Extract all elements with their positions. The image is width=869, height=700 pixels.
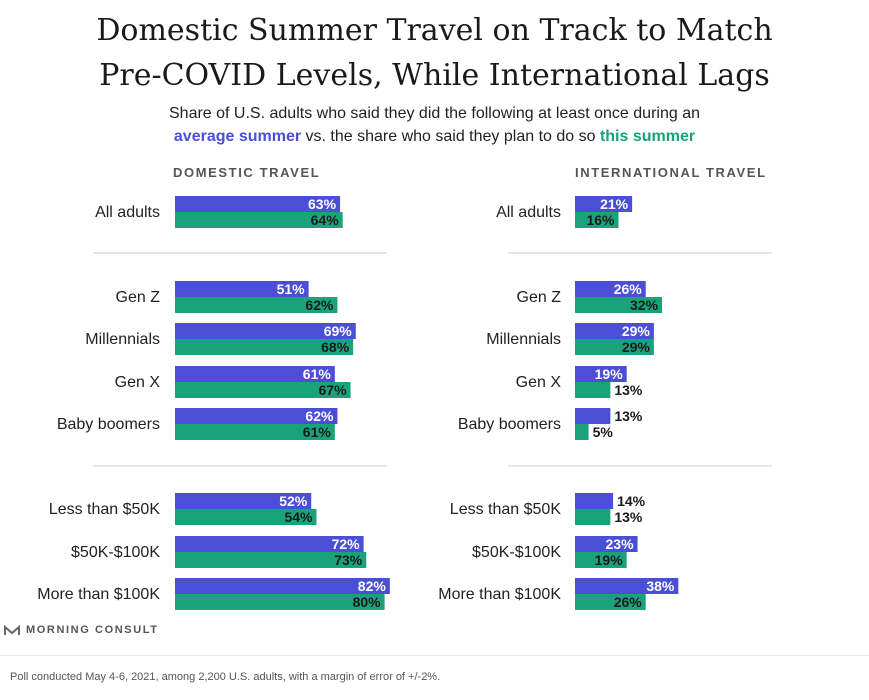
domestic-travel-value-label-this-summer-50k-100k: 73% [334,552,363,568]
domestic-travel-bar-average-summer-more-than-100k [175,578,390,594]
international-travel-value-label-average-summer-baby-boomers: 13% [614,408,643,424]
international-travel-bar-average-summer-more-than-100k [575,578,679,594]
chart-title: Domestic Summer Travel on Track to Match… [0,8,869,98]
domestic-travel-category-label-gen-z: Gen Z [116,289,161,306]
domestic-travel-value-label-average-summer-all-adults: 63% [308,196,337,212]
domestic-travel-value-label-this-summer-all-adults: 64% [311,212,340,228]
international-travel-bar-this-summer-more-than-100k [575,594,646,610]
legend-average-summer: average summer [173,128,302,145]
international-travel-value-label-average-summer-less-than-50k: 14% [617,493,646,509]
domestic-travel-category-label-more-than-100k: More than $100K [37,586,160,603]
chart-subtitle: Share of U.S. adults who said they did t… [0,102,869,148]
international-travel-bar-this-summer-millennials [575,339,654,355]
domestic-travel-bar-this-summer-more-than-100k [175,594,385,610]
domestic-travel-bar-average-summer-less-than-50k [175,493,312,509]
international-travel-value-label-this-summer-millennials: 29% [622,339,651,355]
domestic-travel-value-label-this-summer-gen-z: 62% [305,297,334,313]
international-travel-bar-average-summer-all-adults [575,196,633,212]
domestic-travel-category-label-baby-boomers: Baby boomers [57,416,160,433]
domestic-travel-value-label-this-summer-gen-x: 67% [319,382,348,398]
international-travel-bar-this-summer-baby-boomers [575,424,589,440]
international-travel-category-label-more-than-100k: More than $100K [438,586,561,603]
domestic-travel-value-label-average-summer-baby-boomers: 62% [305,408,334,424]
domestic-travel-value-label-this-summer-millennials: 68% [321,339,350,355]
international-travel-value-label-this-summer-all-adults: 16% [586,212,615,228]
international-travel-bar-this-summer-less-than-50k [575,509,611,525]
international-travel-bar-average-summer-baby-boomers [575,408,611,424]
domestic-travel-value-label-this-summer-more-than-100k: 80% [353,594,382,610]
domestic-travel-value-label-average-summer-less-than-50k: 52% [279,493,308,509]
international-travel-category-label-50k-100k: $50K-$100K [472,544,561,561]
international-travel-bar-this-summer-gen-x [575,382,611,398]
international-travel-value-label-average-summer-more-than-100k: 38% [646,578,675,594]
domestic-travel-header: DOMESTIC TRAVEL [173,165,320,180]
domestic-travel-bar-average-summer-all-adults [175,196,341,212]
international-travel-value-label-average-summer-50k-100k: 23% [606,536,635,552]
international-travel-category-label-gen-x: Gen X [516,374,562,391]
international-travel-value-label-average-summer-millennials: 29% [622,323,651,339]
international-travel-bar-average-summer-gen-z [575,281,646,297]
domestic-travel-category-label-50k-100k: $50K-$100K [71,544,160,561]
domestic-travel-category-label-less-than-50k: Less than $50K [49,501,161,518]
domestic-travel-bar-average-summer-gen-z [175,281,309,297]
domestic-travel-bar-this-summer-less-than-50k [175,509,317,525]
domestic-travel-bar-this-summer-50k-100k [175,552,367,568]
international-travel-value-label-this-summer-50k-100k: 19% [595,552,624,568]
international-travel-value-label-this-summer-gen-x: 13% [614,382,643,398]
domestic-travel-bar-average-summer-50k-100k [175,536,364,552]
domestic-travel-value-label-average-summer-gen-z: 51% [277,281,306,297]
international-travel-category-label-millennials: Millennials [486,331,561,348]
domestic-travel-bar-this-summer-gen-z [175,297,338,313]
international-travel-category-label-baby-boomers: Baby boomers [458,416,561,433]
brand-name: MORNING CONSULT [26,624,159,636]
domestic-travel-bar-average-summer-gen-x [175,366,335,382]
domestic-travel-category-label-all-adults: All adults [95,204,160,221]
morning-consult-logo: MORNING CONSULT [4,624,159,636]
domestic-travel-category-label-gen-x: Gen X [115,374,161,391]
international-travel-value-label-this-summer-less-than-50k: 13% [614,509,643,525]
domestic-travel-value-label-average-summer-millennials: 69% [324,323,353,339]
domestic-travel-bar-average-summer-baby-boomers [175,408,338,424]
international-travel-bar-average-summer-millennials [575,323,654,339]
international-travel-bar-this-summer-50k-100k [575,552,627,568]
domestic-travel-value-label-average-summer-50k-100k: 72% [332,536,361,552]
international-travel-value-label-this-summer-gen-z: 32% [630,297,659,313]
domestic-travel-bar-this-summer-all-adults [175,212,343,228]
international-travel-value-label-average-summer-gen-z: 26% [614,281,643,297]
international-travel-category-label-gen-z: Gen Z [517,289,562,306]
domestic-travel-value-label-this-summer-less-than-50k: 54% [284,509,313,525]
legend-this-summer: this summer [599,128,696,145]
international-travel-value-label-this-summer-baby-boomers: 5% [593,424,614,440]
domestic-travel-bar-this-summer-baby-boomers [175,424,335,440]
international-travel-header: INTERNATIONAL TRAVEL [575,165,767,180]
international-travel-value-label-this-summer-more-than-100k: 26% [614,594,643,610]
international-travel-bar-this-summer-all-adults [575,212,619,228]
footer-divider [0,655,869,656]
domestic-travel-value-label-average-summer-more-than-100k: 82% [358,578,387,594]
international-travel-bar-average-summer-less-than-50k [575,493,614,509]
international-travel-bar-average-summer-50k-100k [575,536,638,552]
domestic-travel-bar-this-summer-millennials [175,339,354,355]
footer-note: Poll conducted May 4-6, 2021, among 2,20… [10,671,441,683]
morning-consult-icon [4,624,20,635]
international-travel-category-label-less-than-50k: Less than $50K [450,501,562,518]
international-travel-bar-this-summer-gen-z [575,297,663,313]
domestic-travel-value-label-average-summer-gen-x: 61% [303,366,332,382]
domestic-travel-value-label-this-summer-baby-boomers: 61% [303,424,332,440]
chart-title-line-1: Domestic Summer Travel on Track to Match [96,13,773,48]
international-travel-value-label-average-summer-gen-x: 19% [595,366,624,382]
subtitle-line-1: Share of U.S. adults who said they did t… [169,105,700,122]
chart-title-line-2: Pre-COVID Levels, While International La… [99,58,770,93]
domestic-travel-bar-this-summer-gen-x [175,382,351,398]
international-travel-bar-average-summer-gen-x [575,366,627,382]
domestic-travel-bar-average-summer-millennials [175,323,356,339]
domestic-travel-category-label-millennials: Millennials [85,331,160,348]
international-travel-value-label-average-summer-all-adults: 21% [600,196,629,212]
international-travel-category-label-all-adults: All adults [496,204,561,221]
subtitle-connector: vs. the share who said they plan to do s… [301,128,600,145]
